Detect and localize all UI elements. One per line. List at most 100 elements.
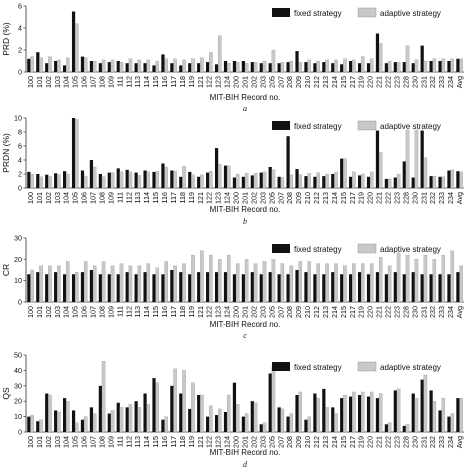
x-tick-label: 109 (106, 192, 115, 204)
y-tick-label: 20 (14, 255, 22, 264)
bar-fixed-115 (152, 378, 156, 432)
x-tick-label: 233 (437, 306, 446, 318)
bar-fixed-119 (188, 63, 192, 72)
x-tick-label: 118 (178, 192, 187, 203)
bar-adaptive-228 (405, 45, 410, 73)
bar-fixed-122 (206, 62, 210, 72)
x-tick-label: 116 (160, 436, 169, 447)
bar-adaptive-202 (253, 173, 258, 189)
x-tick-label: 117 (169, 192, 178, 203)
x-tick-label: 117 (169, 306, 178, 317)
x-tick-label: 228 (401, 192, 410, 204)
x-tick-label: 104 (62, 436, 71, 448)
bar-fixed-115 (152, 171, 156, 188)
bar-adaptive-101 (39, 419, 43, 433)
bar-adaptive-101 (39, 176, 43, 189)
bar-adaptive-220 (370, 171, 374, 189)
legend-swatch-fixed (272, 121, 290, 130)
bar-adaptive-111 (119, 171, 124, 189)
bar-adaptive-111 (119, 263, 124, 303)
legend-swatch-fixed (272, 244, 290, 253)
chart-panel-d: 0 10 20 30 40 50 QS 100 101 102 103 104 105 106 107 108… (1, 351, 464, 470)
bar-fixed-213 (322, 274, 326, 302)
bar-fixed-221 (375, 33, 380, 72)
bar-fixed-219 (357, 175, 362, 188)
x-tick-label: 231 (419, 192, 428, 204)
x-tick-label: 205 (267, 192, 276, 204)
y-tick-label: 2 (18, 170, 22, 179)
bar-fixed-108 (98, 63, 102, 72)
bar-fixed-223 (393, 390, 397, 432)
x-tick-label: 201 (241, 76, 250, 88)
bar-adaptive-228 (405, 254, 410, 303)
bar-adaptive-222 (387, 265, 392, 303)
y-tick-label: 50 (14, 351, 22, 360)
bar-fixed-113 (134, 172, 138, 188)
bar-fixed-232 (429, 274, 433, 302)
bar-fixed-114 (143, 63, 147, 72)
bar-adaptive-124 (226, 63, 231, 73)
bar-adaptive-201 (244, 63, 249, 73)
bar-adaptive-219 (361, 391, 365, 433)
bar-adaptive-101 (39, 57, 43, 73)
bar-adaptive-117 (173, 58, 177, 73)
x-tick-label: 202 (249, 306, 258, 318)
bar-fixed-109 (107, 172, 111, 188)
bar-adaptive-208 (289, 413, 294, 433)
x-tick-label: 212 (312, 306, 321, 318)
x-tick-label: 232 (428, 436, 437, 448)
bar-adaptive-201 (244, 173, 249, 189)
x-tick-label: 119 (187, 192, 196, 203)
bar-fixed-113 (134, 401, 138, 432)
bar-adaptive-119 (191, 254, 195, 303)
bar-fixed-118 (179, 272, 183, 302)
bar-fixed-115 (152, 65, 156, 72)
bar-fixed-210 (304, 272, 308, 302)
x-tick-label: 209 (294, 436, 303, 448)
x-tick-label: 203 (258, 306, 267, 318)
x-tick-label: 210 (303, 76, 312, 88)
bar-adaptive-210 (307, 261, 311, 303)
bar-fixed-200 (232, 177, 237, 188)
bar-fixed-114 (143, 393, 147, 432)
bar-fixed-118 (179, 176, 183, 188)
bar-fixed-231 (420, 379, 424, 432)
bar-fixed-230 (411, 177, 415, 188)
legend-label-fixed: fixed strategy (294, 122, 342, 131)
bar-fixed-105 (71, 274, 76, 302)
bar-fixed-103 (54, 410, 58, 432)
bar-adaptive-209 (298, 61, 302, 73)
x-tick-label: 213 (321, 306, 330, 318)
bar-fixed-202 (250, 175, 254, 188)
bar-fixed-104 (63, 65, 67, 72)
legend: fixed strategy adaptive strategy (272, 243, 441, 254)
bar-adaptive-109 (110, 410, 115, 433)
y-tick-label: 40 (14, 366, 22, 375)
x-tick-label: 220 (366, 436, 375, 448)
x-tick-label: 105 (71, 306, 80, 318)
bar-adaptive-118 (182, 370, 186, 433)
bar-adaptive-217 (352, 263, 356, 303)
x-tick-label: 100 (26, 306, 35, 318)
bar-fixed-230 (411, 393, 415, 432)
bar-adaptive-210 (307, 416, 311, 433)
bar-adaptive-209 (298, 261, 302, 303)
bar-adaptive-208 (289, 174, 294, 189)
bar-fixed-220 (366, 176, 371, 188)
x-tick-label: 210 (303, 436, 312, 448)
x-tick-label: Avg (455, 306, 464, 318)
bar-adaptive-122 (209, 52, 213, 73)
x-tick-label: 115 (151, 436, 160, 447)
bar-adaptive-108 (101, 59, 106, 73)
bar-fixed-118 (179, 65, 183, 72)
bar-adaptive-215 (343, 58, 347, 73)
bar-adaptive-222 (387, 178, 392, 189)
bar-fixed-217 (349, 274, 353, 302)
x-tick-label: 209 (294, 76, 303, 88)
x-tick-label: 122 (205, 436, 214, 448)
bar-adaptive-232 (432, 58, 437, 73)
bar-adaptive-113 (137, 59, 142, 73)
bar-adaptive-121 (200, 174, 204, 189)
x-tick-label: 230 (410, 192, 419, 204)
